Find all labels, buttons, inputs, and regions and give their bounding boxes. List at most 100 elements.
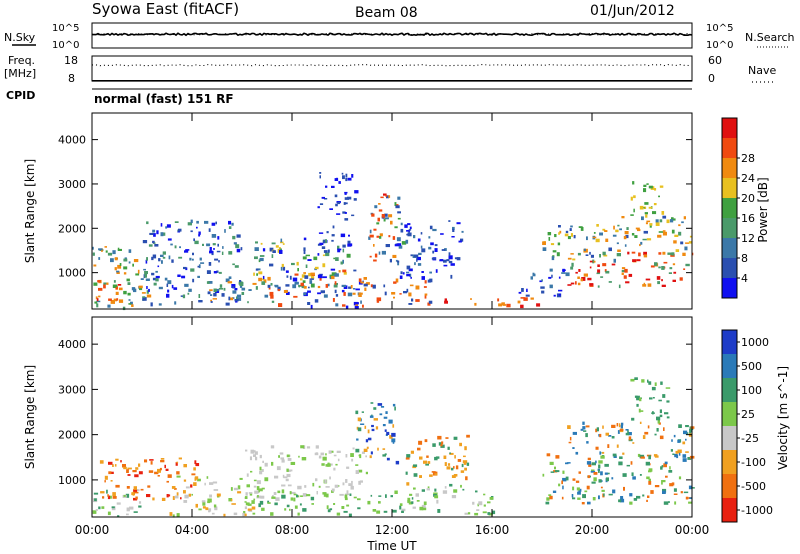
data-cell: [209, 482, 214, 485]
data-cell: [612, 489, 616, 494]
data-cell: [554, 466, 556, 470]
power-ylabel: Slant Range [km]: [23, 159, 37, 263]
data-cell: [262, 275, 265, 280]
data-cell: [506, 303, 511, 308]
data-cell: [218, 288, 224, 290]
data-cell: [293, 295, 298, 298]
data-cell: [421, 276, 425, 280]
data-cell: [413, 487, 416, 490]
data-cell: [126, 486, 130, 489]
data-cell: [356, 426, 359, 430]
data-cell: [408, 229, 412, 231]
data-cell: [629, 493, 633, 497]
data-cell: [631, 233, 635, 236]
freq-right-tick-top: 60: [708, 54, 722, 67]
data-cell: [434, 248, 438, 252]
y-tick-label: 1000: [58, 474, 86, 487]
data-cell: [331, 185, 335, 188]
data-cell: [628, 273, 633, 277]
data-cell: [351, 174, 354, 178]
data-cell: [322, 492, 327, 495]
data-cell: [608, 493, 613, 496]
data-cell: [294, 273, 299, 276]
data-cell: [428, 246, 432, 250]
data-cell: [234, 288, 238, 291]
data-cell: [573, 235, 576, 239]
data-cell: [429, 474, 433, 477]
data-cell: [658, 195, 660, 198]
data-cell: [281, 484, 286, 487]
data-cell: [391, 292, 396, 295]
data-cell: [689, 432, 691, 435]
data-cell: [435, 456, 440, 459]
data-cell: [301, 274, 306, 278]
data-cell: [127, 282, 131, 285]
colorbar-tick-label: 12: [741, 232, 755, 245]
data-cell: [444, 486, 447, 489]
data-cell: [558, 293, 561, 296]
data-cell: [685, 496, 689, 500]
data-cell: [161, 260, 163, 264]
data-cell: [184, 283, 189, 287]
data-cell: [258, 277, 262, 282]
data-cell: [434, 495, 439, 499]
data-cell: [350, 453, 354, 457]
data-cell: [102, 496, 105, 499]
data-cell: [129, 506, 134, 510]
data-cell: [443, 264, 448, 267]
data-cell: [283, 290, 288, 293]
data-cell: [332, 298, 335, 302]
data-cell: [281, 494, 286, 499]
data-cell: [98, 257, 101, 260]
data-cell: [379, 236, 382, 239]
data-cell: [335, 257, 339, 261]
data-cell: [567, 257, 572, 260]
data-cell: [231, 503, 236, 505]
data-cell: [233, 512, 238, 516]
data-cell: [327, 509, 331, 513]
data-cell: [344, 494, 348, 499]
data-cell: [344, 192, 347, 195]
data-cell: [314, 299, 319, 303]
data-cell: [580, 278, 583, 282]
data-cell: [421, 489, 425, 492]
data-cell: [138, 471, 143, 475]
data-cell: [648, 185, 653, 189]
data-cell: [353, 496, 357, 499]
data-cell: [353, 301, 358, 306]
data-cell: [156, 230, 159, 235]
data-cell: [300, 445, 305, 449]
data-cell: [558, 276, 561, 279]
data-cell: [271, 300, 275, 303]
data-cell: [110, 300, 115, 304]
data-cell: [370, 284, 373, 288]
colorbar-tick-label: 100: [741, 384, 762, 397]
data-cell: [202, 506, 206, 509]
data-cell: [341, 284, 346, 287]
y-tick-label: 4000: [58, 338, 86, 351]
data-cell: [193, 482, 197, 486]
data-cell: [371, 213, 375, 217]
data-cell: [644, 212, 648, 215]
data-cell: [232, 235, 236, 240]
x-axis-ticks: 00:00 04:00 08:00 12:00 16:00 20:00 00:00: [75, 113, 709, 537]
data-cell: [157, 468, 161, 473]
data-cell: [255, 286, 258, 290]
data-cell: [682, 454, 687, 458]
data-cell: [236, 296, 239, 300]
data-cell: [325, 486, 330, 488]
data-cell: [197, 275, 200, 278]
data-cell: [583, 273, 588, 277]
data-cell: [342, 304, 346, 307]
data-cell: [375, 426, 379, 430]
data-cell: [634, 235, 638, 238]
data-cell: [206, 476, 209, 479]
data-cell: [117, 264, 122, 269]
data-cell: [178, 457, 182, 460]
data-cell: [341, 289, 345, 293]
data-cell: [675, 249, 680, 252]
data-cell: [597, 269, 601, 274]
data-cell: [221, 251, 224, 255]
data-cell: [272, 495, 274, 498]
